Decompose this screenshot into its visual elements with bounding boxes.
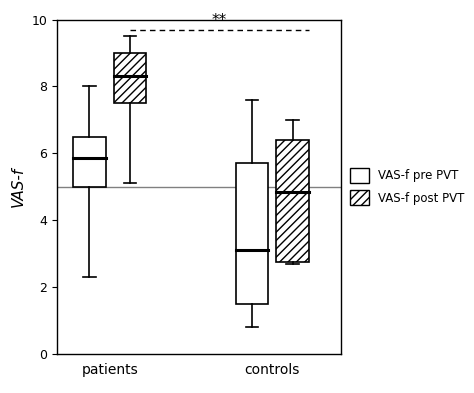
Y-axis label: VAS-f: VAS-f — [11, 167, 26, 207]
Bar — [236, 163, 268, 304]
Bar — [276, 140, 309, 262]
Text: **: ** — [212, 13, 227, 28]
Bar — [114, 53, 146, 103]
Legend: VAS-f pre PVT, VAS-f post PVT: VAS-f pre PVT, VAS-f post PVT — [350, 168, 465, 206]
Bar — [73, 137, 106, 187]
